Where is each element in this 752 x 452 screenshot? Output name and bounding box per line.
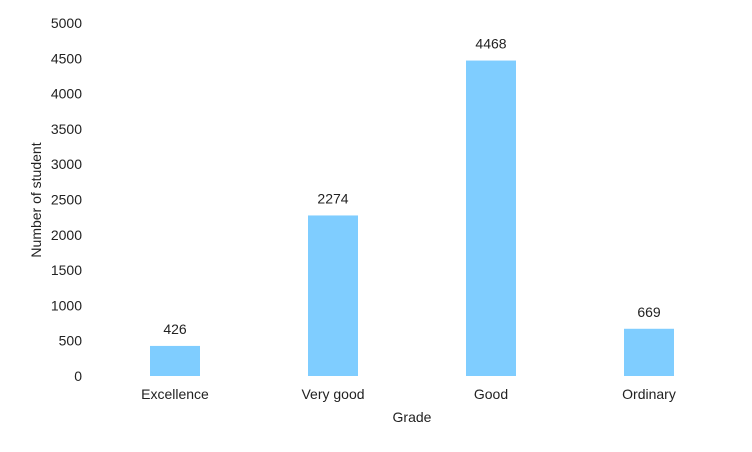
- bar: [624, 328, 674, 376]
- y-tick-label: 2000: [51, 227, 82, 243]
- bar: [308, 215, 358, 376]
- data-label: 669: [637, 304, 661, 320]
- data-label: 4468: [475, 36, 506, 52]
- data-label: 426: [163, 321, 187, 337]
- y-tick-label: 4000: [51, 86, 82, 102]
- y-tick-label: 3500: [51, 121, 82, 137]
- y-tick-label: 500: [59, 333, 83, 349]
- y-tick-label: 4500: [51, 50, 82, 66]
- y-tick-label: 3000: [51, 156, 82, 172]
- y-tick-label: 1500: [51, 262, 82, 278]
- y-tick-label: 1000: [51, 297, 82, 313]
- y-axis-title: Number of student: [28, 142, 44, 257]
- bar: [466, 60, 516, 376]
- data-label: 2274: [317, 190, 348, 206]
- y-tick-label: 2500: [51, 192, 82, 208]
- x-tick-label: Very good: [301, 386, 364, 402]
- x-tick-label: Ordinary: [622, 386, 676, 402]
- y-tick-label: 0: [74, 368, 82, 384]
- bar: [150, 345, 200, 376]
- x-axis-categories: Excellence Very good Good Ordinary: [141, 386, 676, 402]
- x-axis-title: Grade: [393, 409, 432, 425]
- bars: [150, 60, 674, 376]
- x-tick-label: Excellence: [141, 386, 209, 402]
- data-labels: 426 2274 4468 669: [163, 36, 661, 337]
- y-axis-ticks: 0 500 1000 1500 2000 2500 3000 3500 4000 4500 5000: [51, 15, 82, 384]
- x-tick-label: Good: [474, 386, 508, 402]
- y-tick-label: 5000: [51, 15, 82, 31]
